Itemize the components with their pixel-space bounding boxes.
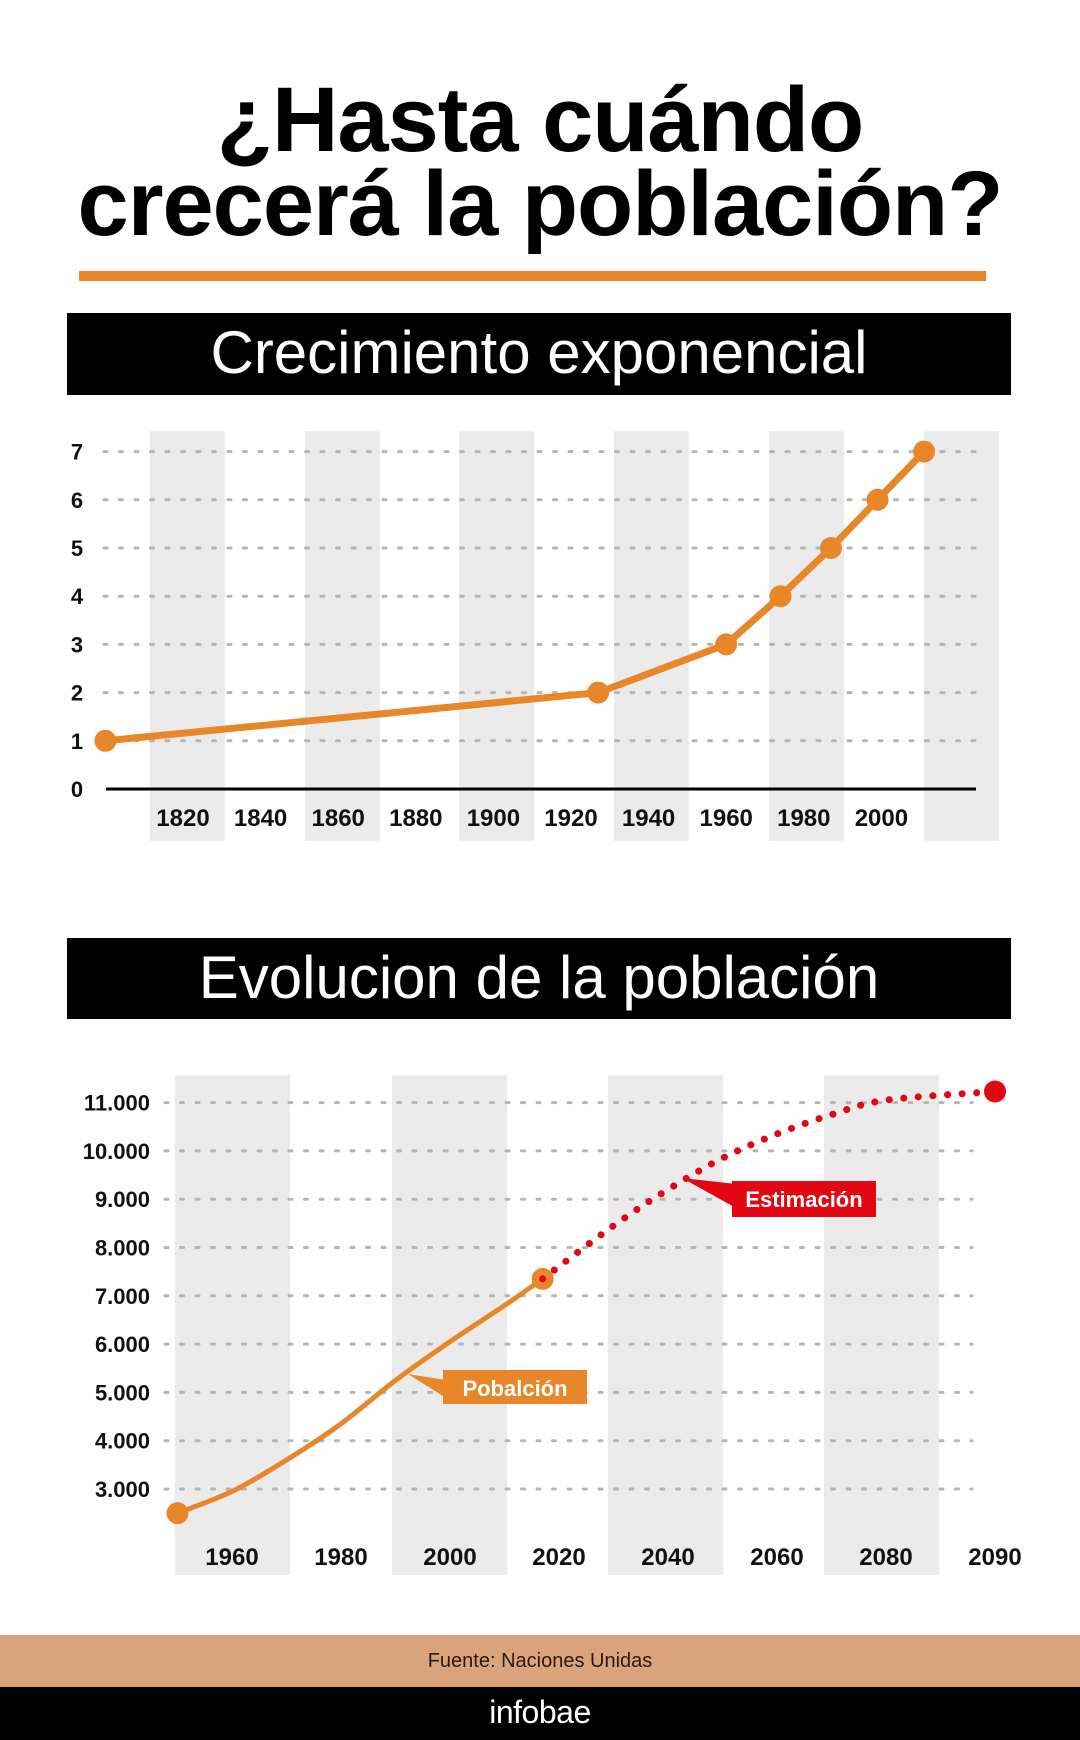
- x-tick-label: 1960: [700, 805, 753, 832]
- y-tick-label: 4: [71, 584, 84, 609]
- y-tick-label: 9.000: [95, 1187, 150, 1212]
- column-stripe: [150, 431, 225, 841]
- y-tick-label: 5: [71, 536, 83, 561]
- y-tick-label: 1: [71, 729, 83, 754]
- data-point: [94, 729, 117, 752]
- pobalcion-callout-box: [443, 1370, 587, 1404]
- estimacion-callout-label: Estimación: [745, 1187, 862, 1212]
- y-tick-label: 0: [71, 777, 83, 802]
- main-title-line-1: ¿Hasta cuándo: [216, 69, 864, 171]
- x-tick-label: 1940: [622, 805, 675, 832]
- y-tick-label: 6: [71, 488, 83, 513]
- y-tick-label: 2: [71, 681, 83, 706]
- y-tick-label: 5.000: [95, 1380, 150, 1405]
- data-point-current-core: [539, 1275, 547, 1283]
- data-point: [913, 440, 936, 463]
- column-stripe: [614, 431, 689, 841]
- x-tick-label: 1880: [389, 805, 442, 832]
- column-stripe: [305, 431, 380, 841]
- x-tick-label: 2090: [968, 1544, 1021, 1571]
- data-point-start: [166, 1502, 189, 1525]
- x-tick-label: 2000: [855, 805, 908, 832]
- y-tick-label: 8.000: [95, 1236, 150, 1261]
- population-evolution-chart: 3.000 4.000 5.000 6.000 7.000 8.000 9.000 10.00…: [83, 1075, 1022, 1575]
- data-point-estimate-end: [984, 1080, 1006, 1103]
- pobalcion-callout-tail: [408, 1374, 446, 1398]
- data-point: [715, 633, 738, 656]
- brand-logo: infobae: [0, 1687, 1080, 1740]
- column-stripe: [608, 1075, 723, 1575]
- x-tick-label: 1860: [312, 805, 365, 832]
- estimacion-callout-tail: [682, 1178, 736, 1208]
- column-stripe: [459, 431, 534, 841]
- column-stripe: [769, 431, 844, 841]
- title-divider: [79, 271, 986, 281]
- data-point: [819, 537, 842, 559]
- y-tick-label: 7: [71, 440, 83, 465]
- section-header-crecimiento: Crecimiento exponencial: [67, 313, 1011, 395]
- y-tick-label: 4.000: [95, 1429, 150, 1454]
- x-tick-label: 2000: [423, 1544, 476, 1571]
- x-tick-label: 1920: [544, 805, 597, 832]
- x-tick-label: 2080: [859, 1544, 912, 1571]
- estimate-line: [539, 1087, 999, 1283]
- main-title: ¿Hasta cuándo crecerá la población?: [0, 69, 1080, 255]
- x-tick-label: 1840: [234, 805, 287, 832]
- x-tick-label: 1980: [777, 805, 830, 832]
- y-tick-label: 6.000: [95, 1332, 150, 1357]
- x-tick-label: 1960: [205, 1544, 258, 1571]
- estimacion-callout-box: [732, 1181, 876, 1217]
- y-tick-label: 10.000: [83, 1139, 150, 1164]
- data-point: [769, 585, 792, 608]
- y-tick-label: 3.000: [95, 1477, 150, 1502]
- x-tick-label: 2020: [532, 1544, 585, 1571]
- section-header-evolucion: Evolucion de la población: [67, 938, 1011, 1019]
- data-point: [587, 681, 610, 704]
- y-tick-label: 11.000: [84, 1091, 150, 1116]
- x-tick-label: 2060: [750, 1544, 803, 1571]
- exponential-growth-chart: 0 1 2 3 4 5 6 7 1820 1840 1860 1880 1900 1920 1940 1960…: [71, 431, 999, 841]
- x-tick-label: 1820: [156, 805, 209, 832]
- source-note: Fuente: Naciones Unidas: [0, 1635, 1080, 1687]
- y-tick-label: 3: [71, 632, 83, 657]
- y-tick-label: 7.000: [95, 1284, 150, 1309]
- column-stripe: [392, 1075, 507, 1575]
- pobalcion-callout-label: Pobalción: [462, 1376, 567, 1401]
- x-tick-label: 2040: [641, 1544, 694, 1571]
- column-stripe: [824, 1075, 939, 1575]
- column-stripe: [924, 431, 999, 841]
- x-tick-label: 1900: [467, 805, 520, 832]
- population-line: [175, 1276, 546, 1516]
- data-point: [866, 488, 889, 511]
- main-title-line-2: crecerá la población?: [77, 153, 1004, 255]
- x-tick-label: 1980: [314, 1544, 367, 1571]
